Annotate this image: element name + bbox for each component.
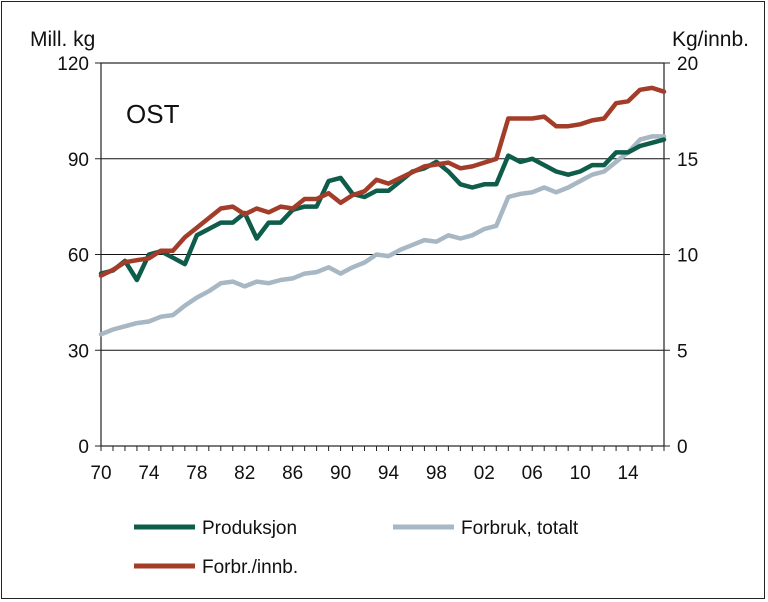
series-lines [98, 85, 667, 337]
y-left-tick-label: 90 [68, 150, 89, 171]
x-tick-label: 86 [282, 463, 303, 484]
legend: Produksjon Forbruk, totalt Forbr./innb. [134, 518, 579, 578]
x-tick-label: 06 [522, 463, 543, 484]
y-axis-left-ticks: 0 30 60 90 120 [57, 54, 101, 458]
y-right-tick-label: 5 [677, 341, 688, 362]
series-line-forbr-innb [98, 85, 667, 278]
y-left-tick-label: 60 [68, 246, 89, 267]
y-right-tick-label: 20 [677, 54, 698, 75]
x-tick-label: 14 [617, 463, 639, 484]
x-tick-label: 10 [570, 463, 591, 484]
chart-title: OST [126, 99, 180, 129]
y-right-tick-label: 10 [677, 246, 698, 267]
x-tick-label: 82 [234, 463, 255, 484]
y-axis-right-ticks: 0 5 10 15 20 [664, 54, 698, 458]
y-axis-left-label: Mill. kg [30, 28, 95, 51]
x-axis-ticks: 70 74 78 82 86 90 94 98 02 06 10 14 [90, 446, 665, 484]
legend-label-forbr-innb: Forbr./innb. [202, 557, 298, 578]
x-tick-label: 74 [138, 463, 160, 484]
x-tick-label: 70 [90, 463, 111, 484]
y-left-tick-label: 120 [57, 54, 89, 75]
legend-label-forbruk-totalt: Forbruk, totalt [461, 518, 579, 539]
y-right-tick-label: 0 [677, 437, 688, 458]
y-left-tick-label: 0 [78, 437, 89, 458]
x-tick-label: 98 [426, 463, 447, 484]
series-line-forbruk-totalt [98, 134, 667, 337]
y-axis-right-label: Kg/innb. [672, 28, 749, 51]
y-left-tick-label: 30 [68, 341, 89, 362]
x-tick-label: 90 [330, 463, 351, 484]
legend-label-produksjon: Produksjon [202, 518, 297, 539]
y-right-tick-label: 15 [677, 150, 698, 171]
x-tick-label: 94 [378, 463, 400, 484]
x-tick-label: 78 [186, 463, 207, 484]
series-line-produksjon [98, 137, 667, 283]
x-tick-label: 02 [474, 463, 495, 484]
